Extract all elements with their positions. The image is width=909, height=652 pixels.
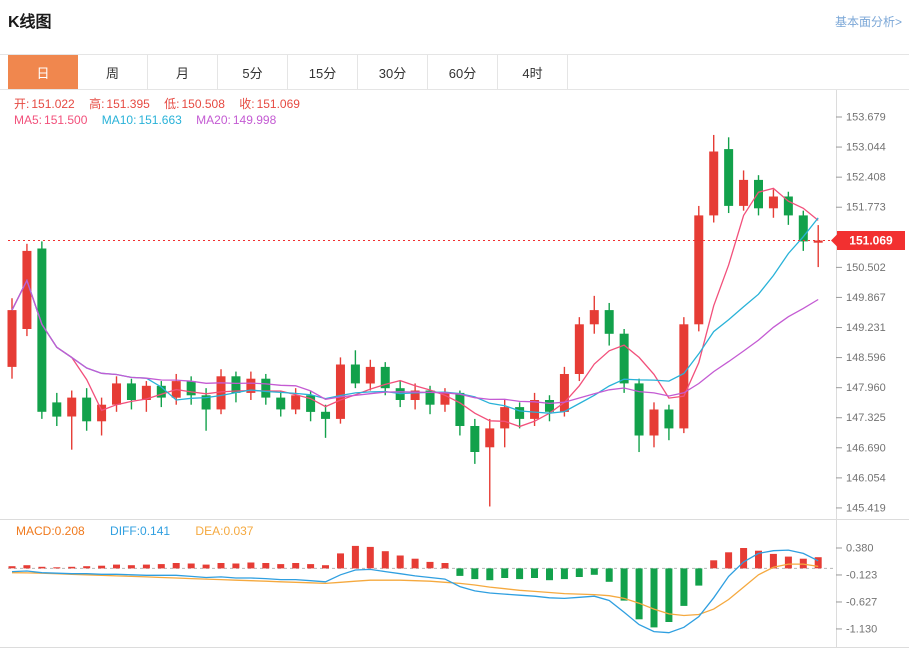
tab-day[interactable]: 日: [8, 55, 78, 89]
tab-30min[interactable]: 30分: [358, 55, 428, 89]
svg-text:146.690: 146.690: [846, 442, 886, 454]
svg-text:-1.130: -1.130: [846, 623, 877, 635]
svg-text:153.044: 153.044: [846, 142, 886, 154]
timeframe-tabbar: 日 周 月 5分 15分 30分 60分 4时: [0, 54, 909, 90]
svg-text:-0.123: -0.123: [846, 570, 877, 582]
svg-text:150.502: 150.502: [846, 262, 886, 274]
svg-text:153.679: 153.679: [846, 112, 886, 124]
svg-text:148.596: 148.596: [846, 352, 886, 364]
svg-text:146.054: 146.054: [846, 472, 886, 484]
tab-week[interactable]: 周: [78, 55, 148, 89]
svg-text:145.419: 145.419: [846, 502, 886, 514]
tab-15min[interactable]: 15分: [288, 55, 358, 89]
svg-text:149.867: 149.867: [846, 292, 886, 304]
svg-text:151.773: 151.773: [846, 202, 886, 214]
tab-4hour[interactable]: 4时: [498, 55, 568, 89]
svg-text:149.231: 149.231: [846, 322, 886, 334]
kline-chart-svg[interactable]: 151.069 153.679 153.044 152.408 151.773 150.5…: [0, 90, 909, 652]
page-title: K线图: [8, 14, 52, 31]
svg-text:0.380: 0.380: [846, 543, 874, 555]
tab-month[interactable]: 月: [148, 55, 218, 89]
fundamental-analysis-link[interactable]: 基本面分析>: [834, 15, 902, 29]
svg-text:147.325: 147.325: [846, 412, 886, 424]
svg-text:151.069: 151.069: [849, 234, 893, 248]
svg-text:152.408: 152.408: [846, 172, 886, 184]
tab-60min[interactable]: 60分: [428, 55, 498, 89]
svg-text:147.960: 147.960: [846, 382, 886, 394]
tab-5min[interactable]: 5分: [218, 55, 288, 89]
svg-text:-0.627: -0.627: [846, 597, 877, 609]
